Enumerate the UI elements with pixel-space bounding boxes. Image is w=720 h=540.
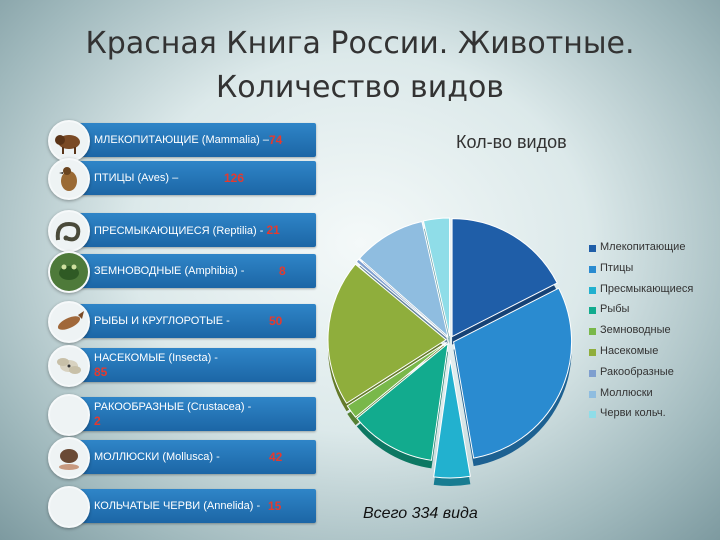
snake-icon — [48, 210, 90, 252]
bird-icon — [48, 158, 90, 200]
legend-swatch — [589, 265, 596, 273]
chart-title: Кол-во видов — [456, 132, 567, 152]
species-label: МЛЕКОПИТАЮЩИЕ (Mammalia) – — [94, 134, 270, 146]
species-band: КОЛЬЧАТЫЕ ЧЕРВИ (Annelida) - 15 — [68, 489, 316, 523]
species-label: ПРЕСМЫКАЮЩИЕСЯ (Reptilia) - — [94, 225, 267, 237]
pie-slice — [327, 263, 447, 404]
species-band: РАКООБРАЗНЫЕ (Crustacea) -2 — [68, 397, 316, 431]
species-row: КОЛЬЧАТЫЕ ЧЕРВИ (Annelida) - 15 — [48, 486, 316, 528]
species-band: ЗЕМНОВОДНЫЕ (Amphibia) - 8 — [68, 254, 316, 288]
species-band: ПТИЦЫ (Aves) – 126 — [68, 161, 316, 195]
title-line-2: Количество видов — [215, 70, 504, 105]
pie-chart — [327, 217, 573, 486]
legend-label: Птицы — [600, 261, 634, 274]
species-count: 21 — [266, 223, 280, 237]
legend-label: Черви кольч. — [600, 407, 666, 420]
pie-slice — [346, 341, 448, 418]
species-row: РЫБЫ И КРУГЛОРОТЫЕ - 50 — [48, 301, 316, 343]
species-row: ЗЕМНОВОДНЫЕ (Amphibia) - 8 — [48, 251, 316, 293]
pie-slice — [356, 342, 449, 461]
legend-swatch — [589, 307, 596, 315]
species-label: КОЛЬЧАТЫЕ ЧЕРВИ (Annelida) - — [94, 500, 261, 512]
bison-icon — [48, 120, 90, 162]
pie-slice — [422, 217, 451, 337]
legend-swatch — [589, 286, 596, 294]
fish-icon — [48, 301, 90, 343]
species-count: 8 — [279, 264, 286, 278]
pie-slice — [433, 359, 471, 479]
mollusk-icon — [48, 437, 90, 479]
legend-swatch — [589, 390, 596, 398]
legend-label: Пресмыкающиеся — [600, 282, 694, 295]
species-label: НАСЕКОМЫЕ (Insecta) - — [94, 352, 218, 364]
legend-label: Млекопитающие — [600, 241, 686, 253]
insect-icon — [48, 345, 90, 387]
species-count: 85 — [94, 365, 108, 379]
species-count: 42 — [269, 450, 283, 464]
species-row: ПТИЦЫ (Aves) – 126 — [48, 158, 316, 200]
species-count: 2 — [94, 414, 101, 428]
legend-swatch — [589, 369, 596, 377]
species-row: МОЛЛЮСКИ (Mollusca) - 42 — [48, 437, 316, 479]
legend-swatch — [589, 328, 596, 336]
legend-swatch — [589, 348, 596, 356]
species-count: 74 — [269, 133, 283, 147]
total-species: Всего 334 вида — [363, 505, 478, 522]
crustacean-icon — [48, 394, 90, 436]
legend-label: Ракообразные — [600, 365, 674, 378]
legend-label: Рыбы — [600, 303, 630, 316]
legend-label: Насекомые — [600, 344, 659, 357]
species-band: МОЛЛЮСКИ (Mollusca) - 42 — [68, 440, 316, 474]
legend-label: Моллюски — [600, 386, 653, 399]
species-row: НАСЕКОМЫЕ (Insecta) -85 — [48, 345, 316, 387]
species-band: МЛЕКОПИТАЮЩИЕ (Mammalia) – 74 — [68, 123, 316, 157]
species-label: ПТИЦЫ (Aves) – — [94, 172, 179, 184]
species-label: РАКООБРАЗНЫЕ (Crustacea) - — [94, 401, 252, 413]
species-count: 126 — [224, 171, 245, 185]
species-label: ЗЕМНОВОДНЫЕ (Amphibia) - — [94, 265, 245, 277]
pie-slice — [453, 287, 573, 459]
legend-swatch — [589, 245, 596, 252]
pie-slice — [358, 220, 449, 338]
species-label: РЫБЫ И КРУГЛОРОТЫЕ - — [94, 315, 230, 327]
species-band: РЫБЫ И КРУГЛОРОТЫЕ - 50 — [68, 304, 316, 338]
species-row: РАКООБРАЗНЫЕ (Crustacea) -2 — [48, 394, 316, 436]
title-line-1: Красная Книга России. Животные. — [85, 26, 635, 61]
species-band: НАСЕКОМЫЕ (Insecta) -85 — [68, 348, 316, 382]
pie-slice — [451, 218, 558, 338]
species-label: МОЛЛЮСКИ (Mollusca) - — [94, 451, 220, 463]
pie-slice — [355, 258, 448, 338]
legend-swatch — [589, 411, 596, 419]
frog-icon — [48, 251, 90, 293]
species-count: 15 — [268, 499, 282, 513]
legend-label: Земноводные — [600, 324, 671, 337]
species-list: МЛЕКОПИТАЮЩИЕ (Mammalia) – 74 ПТИЦЫ (Aves… — [0, 0, 330, 540]
species-row: МЛЕКОПИТАЮЩИЕ (Mammalia) – 74 — [48, 120, 316, 162]
species-band: ПРЕСМЫКАЮЩИЕСЯ (Reptilia) - 21 — [68, 213, 316, 247]
species-count: 50 — [269, 314, 283, 328]
page-title: Красная Книга России. Животные. Количест… — [0, 22, 720, 110]
worm-icon — [48, 486, 90, 528]
species-row: ПРЕСМЫКАЮЩИЕСЯ (Reptilia) - 21 — [48, 210, 316, 252]
